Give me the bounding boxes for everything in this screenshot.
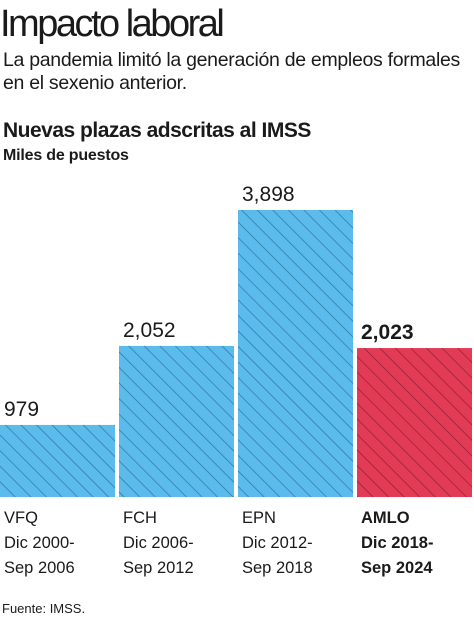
category-label-amlo-line-3: Sep 2024 (361, 559, 433, 577)
value-label-vfq: 979 (4, 398, 39, 421)
category-label-vfq-line-1: VFQ (4, 509, 38, 527)
labels-layer: 979 VFQ Dic 2000- Sep 2006 2,052 FCH Dic 2006-… (4, 183, 433, 577)
category-label-fch-line-3: Sep 2012 (123, 559, 194, 577)
bars-layer (0, 210, 472, 497)
bar-vfq (0, 424, 115, 497)
value-label-epn: 3,898 (242, 183, 295, 206)
chart-unit-label: Miles de puestos (3, 147, 129, 164)
chart-title: Nuevas plazas adscritas al IMSS (3, 119, 311, 142)
category-label-epn-line-2: Dic 2012- (242, 534, 313, 552)
category-label-epn-line-1: EPN (242, 509, 276, 527)
bar-amlo (357, 348, 472, 497)
page-subtitle: La pandemia limitó la generación de empl… (3, 49, 460, 94)
category-label-amlo-line-1: AMLO (361, 509, 410, 527)
category-label-vfq-line-2: Dic 2000- (4, 534, 75, 552)
category-label-fch-line-2: Dic 2006- (123, 534, 194, 552)
bar-fch (119, 345, 234, 497)
source-note: Fuente: IMSS. (2, 601, 86, 616)
category-label-fch-line-1: FCH (123, 509, 157, 527)
value-label-fch: 2,052 (123, 319, 176, 342)
bar-epn (238, 210, 353, 497)
value-label-amlo: 2,023 (361, 321, 414, 344)
page-title: Impacto laboral (0, 3, 225, 45)
category-label-amlo-line-2: Dic 2018- (361, 534, 433, 552)
category-label-epn-line-3: Sep 2018 (242, 559, 313, 577)
category-label-vfq-line-3: Sep 2006 (4, 559, 75, 577)
